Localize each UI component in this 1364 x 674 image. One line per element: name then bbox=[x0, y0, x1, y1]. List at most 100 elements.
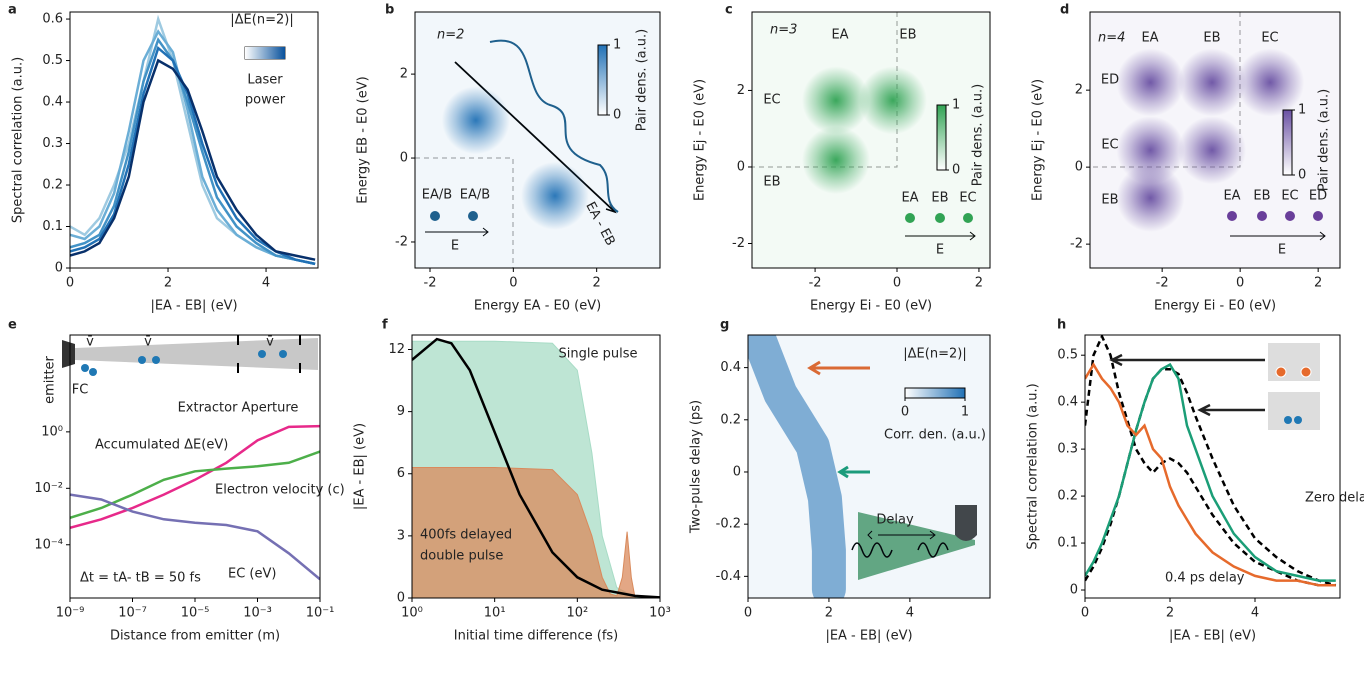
x-axis-label: Energy Ei - E0 (eV) bbox=[1154, 299, 1276, 314]
electron bbox=[81, 364, 89, 372]
annotation: power bbox=[245, 93, 286, 108]
y-tick-label: 10⁻² bbox=[34, 481, 63, 496]
x-tick-label: 0 bbox=[1081, 606, 1089, 621]
x-tick-label: -2 bbox=[424, 276, 437, 291]
density-peak bbox=[1116, 116, 1185, 185]
electron bbox=[279, 350, 287, 358]
annotation: v̄ bbox=[144, 335, 152, 350]
plot-area bbox=[752, 12, 990, 268]
series-label: Electron velocity (c) bbox=[215, 483, 345, 498]
inset-dot bbox=[1294, 416, 1302, 424]
axes-frame bbox=[69, 334, 321, 599]
y-tick-label: 12 bbox=[388, 342, 405, 357]
y-tick-label: 0 bbox=[55, 261, 63, 276]
y-tick-label: 0.4 bbox=[1057, 395, 1078, 410]
colorbar-label: Pair dens. (a.u.) bbox=[635, 29, 650, 131]
electron-dot bbox=[1285, 211, 1295, 221]
x-tick-label: -2 bbox=[809, 276, 822, 291]
x-tick-label: 0 bbox=[66, 276, 74, 291]
panel-label: g bbox=[720, 318, 729, 333]
power-gradient bbox=[245, 47, 285, 59]
y-tick-label: -2 bbox=[1070, 237, 1083, 252]
x-tick-label: 0 bbox=[509, 276, 517, 291]
line bbox=[70, 58, 316, 261]
electron-dot bbox=[1227, 211, 1237, 221]
electron-dot bbox=[935, 213, 945, 223]
annotation: EC bbox=[959, 191, 976, 206]
electron-dot bbox=[905, 213, 915, 223]
x-tick-label: 2 bbox=[975, 276, 983, 291]
colorbar bbox=[936, 104, 947, 171]
plot-area bbox=[412, 337, 660, 598]
x-axis-label: Energy EA - E0 (eV) bbox=[474, 299, 601, 314]
density-peak bbox=[1116, 48, 1185, 117]
annotation: EA/B bbox=[422, 188, 452, 203]
y-tick-label: 0 bbox=[400, 151, 408, 166]
y-tick-label: -2 bbox=[395, 234, 408, 249]
panel-label: a bbox=[8, 3, 17, 18]
x-axis-label: |EA - EB| (eV) bbox=[150, 299, 237, 314]
x-axis-label: |EA - EB| (eV) bbox=[825, 629, 912, 644]
annotation: EA bbox=[1223, 189, 1240, 204]
x-tick-label: 0 bbox=[1236, 276, 1244, 291]
colorbar-tick-label: 0 bbox=[952, 163, 960, 178]
plot-area bbox=[70, 424, 320, 581]
electron-dot bbox=[430, 211, 440, 221]
panel-label: h bbox=[1057, 318, 1066, 333]
axes-frame bbox=[747, 334, 991, 599]
y-tick-label: 0.5 bbox=[42, 53, 63, 68]
axes-frame bbox=[1084, 334, 1341, 599]
x-tick-label: 10⁻¹ bbox=[306, 606, 335, 621]
panel-label: d bbox=[1060, 3, 1069, 18]
y-tick-label: -2 bbox=[732, 236, 745, 251]
emitter-tip bbox=[62, 340, 75, 368]
density-peak bbox=[1178, 48, 1247, 117]
series-label: 0.4 ps delay bbox=[1165, 571, 1245, 586]
beam-cone bbox=[75, 338, 318, 370]
annotation: n=3 bbox=[770, 23, 797, 38]
y-axis-label: |EA - EB| (eV) bbox=[353, 423, 368, 510]
x-tick-label: 10² bbox=[566, 606, 588, 621]
annotation: ED bbox=[1101, 73, 1119, 88]
y-tick-label: 2 bbox=[400, 67, 408, 82]
axes-frame bbox=[411, 334, 661, 599]
density-peak bbox=[801, 66, 870, 135]
electron bbox=[89, 368, 97, 376]
annotation: EB bbox=[1101, 193, 1118, 208]
y-tick-label: 0.6 bbox=[42, 12, 63, 27]
line bbox=[70, 493, 320, 581]
annotation: Extractor Aperture bbox=[178, 401, 299, 416]
inset-dot bbox=[1300, 366, 1312, 378]
line bbox=[412, 337, 660, 598]
annotation: emitter bbox=[43, 355, 58, 403]
annotation: double pulse bbox=[420, 549, 503, 564]
x-tick-label: 10⁻⁹ bbox=[56, 606, 85, 621]
x-tick-label: 10⁻⁵ bbox=[181, 606, 210, 621]
x-tick-label: 10¹ bbox=[484, 606, 506, 621]
delay-arrow bbox=[867, 530, 936, 540]
y-tick-label: 0.1 bbox=[1057, 536, 1078, 551]
colorbar-tick-label: 1 bbox=[952, 98, 960, 113]
electron bbox=[138, 356, 146, 364]
zero-lines bbox=[752, 12, 898, 168]
distribution-curve bbox=[489, 39, 619, 213]
series-label: Zero delay bbox=[1305, 491, 1364, 506]
annotation: Δt = tA- tB = 50 fs bbox=[80, 571, 201, 586]
annotation: EB bbox=[899, 28, 916, 43]
y-tick-label: -0.4 bbox=[716, 569, 741, 584]
annotation: EC bbox=[1261, 31, 1278, 46]
colorbar-label: Pair dens. (a.u.) bbox=[1317, 89, 1332, 191]
annotation: EB bbox=[1203, 31, 1220, 46]
inset-dot bbox=[1275, 366, 1287, 378]
colorbar bbox=[597, 44, 608, 116]
colorbar-tick-label: 1 bbox=[613, 38, 621, 53]
x-axis-label: Initial time difference (fs) bbox=[454, 629, 619, 644]
annotation: Laser bbox=[247, 73, 283, 88]
annotation: |ΔE(n=2)| bbox=[230, 13, 293, 28]
delay-marker bbox=[807, 360, 870, 376]
y-tick-label: 0.1 bbox=[42, 219, 63, 234]
x-tick-label: 10⁰ bbox=[401, 606, 423, 621]
line bbox=[1085, 362, 1336, 587]
y-tick-label: 0 bbox=[733, 464, 741, 479]
